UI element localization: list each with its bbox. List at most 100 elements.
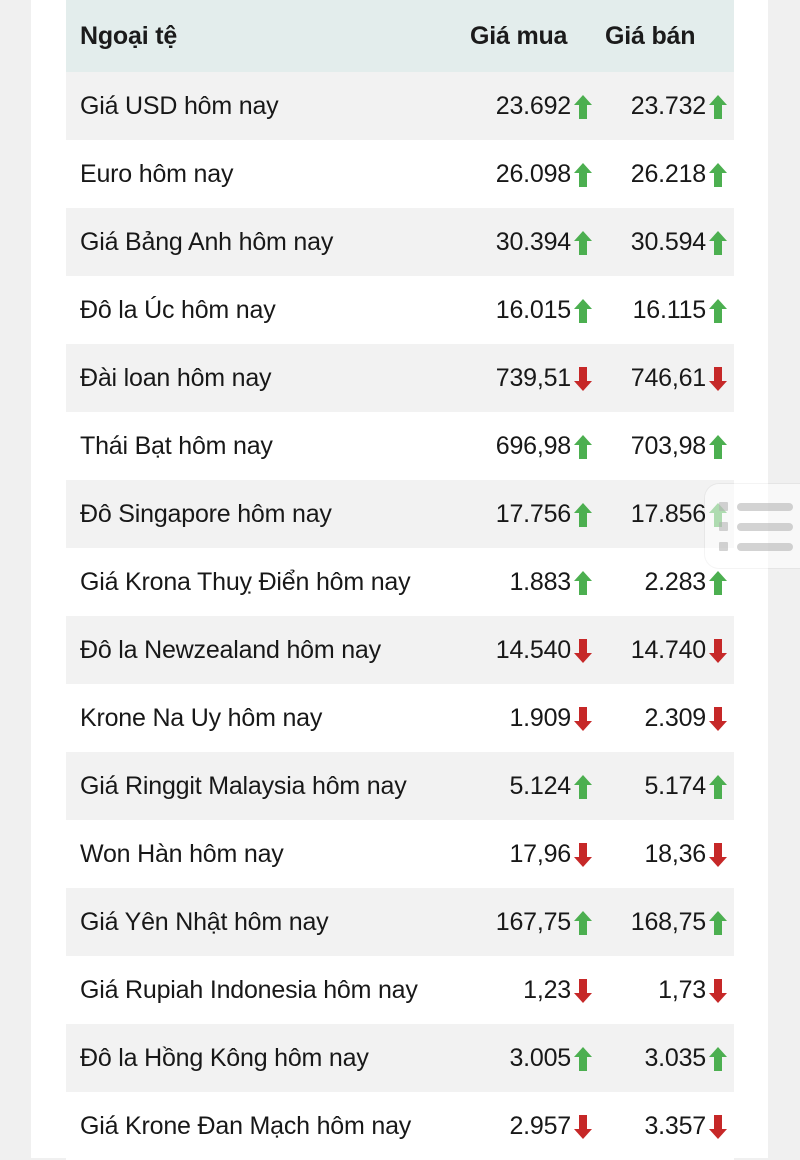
- cell-buy-price: 5.124: [464, 752, 599, 820]
- column-header-currency: Ngoại tệ: [66, 0, 464, 72]
- table-row[interactable]: Euro hôm nay 26.098 26.218: [66, 140, 734, 208]
- sell-price-value: 2.309: [644, 703, 706, 732]
- list-menu-icon-row: [719, 542, 793, 551]
- arrow-down-icon: [573, 842, 593, 868]
- sell-price-value: 3.035: [644, 1043, 706, 1072]
- cell-sell-price: 2.283: [599, 548, 734, 616]
- cell-currency-name: Krone Na Uy hôm nay: [80, 703, 323, 732]
- list-bullet-icon: [719, 542, 728, 551]
- buy-price-value: 5.124: [509, 771, 571, 800]
- cell-sell-price: 16.115: [599, 276, 734, 344]
- buy-price-value: 17,96: [509, 839, 571, 868]
- arrow-up-icon: [708, 1046, 728, 1072]
- buy-price-value: 739,51: [495, 363, 571, 392]
- sell-price-value: 703,98: [630, 431, 706, 460]
- arrow-up-icon: [573, 774, 593, 800]
- buy-price-value: 1.883: [509, 567, 571, 596]
- cell-sell-price: 5.174: [599, 752, 734, 820]
- floating-list-widget[interactable]: [705, 484, 800, 568]
- cell-buy-price: 23.692: [464, 72, 599, 140]
- table-row[interactable]: Giá Rupiah Indonesia hôm nay 1,23 1,73: [66, 956, 734, 1024]
- cell-sell-price: 2.309: [599, 684, 734, 752]
- arrow-up-icon: [708, 774, 728, 800]
- buy-price-value: 3.005: [509, 1043, 571, 1072]
- arrow-up-icon: [708, 434, 728, 460]
- table-row[interactable]: Won Hàn hôm nay 17,96 18,36: [66, 820, 734, 888]
- table-body: Giá USD hôm nay 23.692 23.732 Euro hôm nay 2…: [66, 72, 734, 1160]
- table-row[interactable]: Đô Singapore hôm nay 17.756 17.856: [66, 480, 734, 548]
- arrow-up-icon: [573, 94, 593, 120]
- cell-sell-price: 14.740: [599, 616, 734, 684]
- table-row[interactable]: Giá Yên Nhật hôm nay 167,75 168,75: [66, 888, 734, 956]
- cell-currency-name: Giá Bảng Anh hôm nay: [80, 227, 334, 256]
- arrow-up-icon: [573, 570, 593, 596]
- cell-currency-name: Giá Yên Nhật hôm nay: [80, 907, 329, 936]
- arrow-down-icon: [573, 1114, 593, 1140]
- buy-price-value: 14.540: [495, 635, 571, 664]
- sell-price-value: 14.740: [630, 635, 706, 664]
- cell-buy-price: 696,98: [464, 412, 599, 480]
- buy-price-value: 696,98: [495, 431, 571, 460]
- exchange-rate-table: Ngoại tệ Giá mua Giá bán Giá USD hôm nay…: [66, 0, 734, 1160]
- table-row[interactable]: Giá Bảng Anh hôm nay 30.394 30.594: [66, 208, 734, 276]
- buy-price-value: 1,23: [523, 975, 571, 1004]
- cell-buy-price: 739,51: [464, 344, 599, 412]
- arrow-down-icon: [708, 638, 728, 664]
- buy-price-value: 23.692: [495, 91, 571, 120]
- cell-sell-price: 1,73: [599, 956, 734, 1024]
- cell-sell-price: 30.594: [599, 208, 734, 276]
- arrow-down-icon: [573, 638, 593, 664]
- cell-currency-name: Thái Bạt hôm nay: [80, 431, 273, 460]
- arrow-down-icon: [708, 978, 728, 1004]
- cell-buy-price: 17.756: [464, 480, 599, 548]
- table-row[interactable]: Đô la Hồng Kông hôm nay 3.005 3.035: [66, 1024, 734, 1092]
- arrow-up-icon: [573, 434, 593, 460]
- table-row[interactable]: Krone Na Uy hôm nay 1.909 2.309: [66, 684, 734, 752]
- sell-price-value: 168,75: [630, 907, 706, 936]
- page-surface: [31, 0, 768, 1158]
- table-row[interactable]: Giá Ringgit Malaysia hôm nay 5.124 5.174: [66, 752, 734, 820]
- arrow-down-icon: [573, 706, 593, 732]
- cell-sell-price: 3.357: [599, 1092, 734, 1160]
- buy-price-value: 2.957: [509, 1111, 571, 1140]
- table-row[interactable]: Giá Krona Thuỵ Điển hôm nay 1.883 2.283: [66, 548, 734, 616]
- cell-currency-name: Đô la Úc hôm nay: [80, 295, 276, 324]
- cell-currency-name: Giá Krona Thuỵ Điển hôm nay: [80, 567, 411, 596]
- buy-price-value: 167,75: [495, 907, 571, 936]
- arrow-up-icon: [708, 298, 728, 324]
- list-line-icon: [737, 542, 793, 551]
- cell-buy-price: 1.909: [464, 684, 599, 752]
- buy-price-value: 17.756: [495, 499, 571, 528]
- list-line-icon: [737, 522, 793, 531]
- cell-currency-name: Đô la Newzealand hôm nay: [80, 635, 381, 664]
- sell-price-value: 16.115: [632, 295, 707, 324]
- cell-buy-price: 14.540: [464, 616, 599, 684]
- cell-sell-price: 23.732: [599, 72, 734, 140]
- arrow-down-icon: [573, 366, 593, 392]
- table-row[interactable]: Đài loan hôm nay 739,51 746,61: [66, 344, 734, 412]
- table-row[interactable]: Thái Bạt hôm nay 696,98 703,98: [66, 412, 734, 480]
- cell-sell-price: 18,36: [599, 820, 734, 888]
- cell-currency-name: Won Hàn hôm nay: [80, 839, 284, 868]
- cell-currency-name: Đài loan hôm nay: [80, 363, 272, 392]
- table-row[interactable]: Đô la Newzealand hôm nay 14.540 14.740: [66, 616, 734, 684]
- buy-price-value: 16.015: [495, 295, 571, 324]
- cell-buy-price: 1.883: [464, 548, 599, 616]
- table-header-row: Ngoại tệ Giá mua Giá bán: [66, 0, 734, 72]
- table-row[interactable]: Giá Krone Đan Mạch hôm nay 2.957 3.357: [66, 1092, 734, 1160]
- cell-sell-price: 746,61: [599, 344, 734, 412]
- cell-buy-price: 3.005: [464, 1024, 599, 1092]
- arrow-up-icon: [573, 230, 593, 256]
- cell-buy-price: 26.098: [464, 140, 599, 208]
- arrow-down-icon: [708, 1114, 728, 1140]
- cell-currency-name: Giá USD hôm nay: [80, 91, 279, 120]
- cell-sell-price: 3.035: [599, 1024, 734, 1092]
- cell-currency-name: Euro hôm nay: [80, 159, 234, 188]
- table-row[interactable]: Đô la Úc hôm nay 16.015 16.115: [66, 276, 734, 344]
- table-row[interactable]: Giá USD hôm nay 23.692 23.732: [66, 72, 734, 140]
- sell-price-value: 5.174: [644, 771, 706, 800]
- buy-price-value: 30.394: [495, 227, 571, 256]
- arrow-up-icon: [573, 298, 593, 324]
- cell-currency-name: Giá Krone Đan Mạch hôm nay: [80, 1111, 412, 1140]
- cell-sell-price: 703,98: [599, 412, 734, 480]
